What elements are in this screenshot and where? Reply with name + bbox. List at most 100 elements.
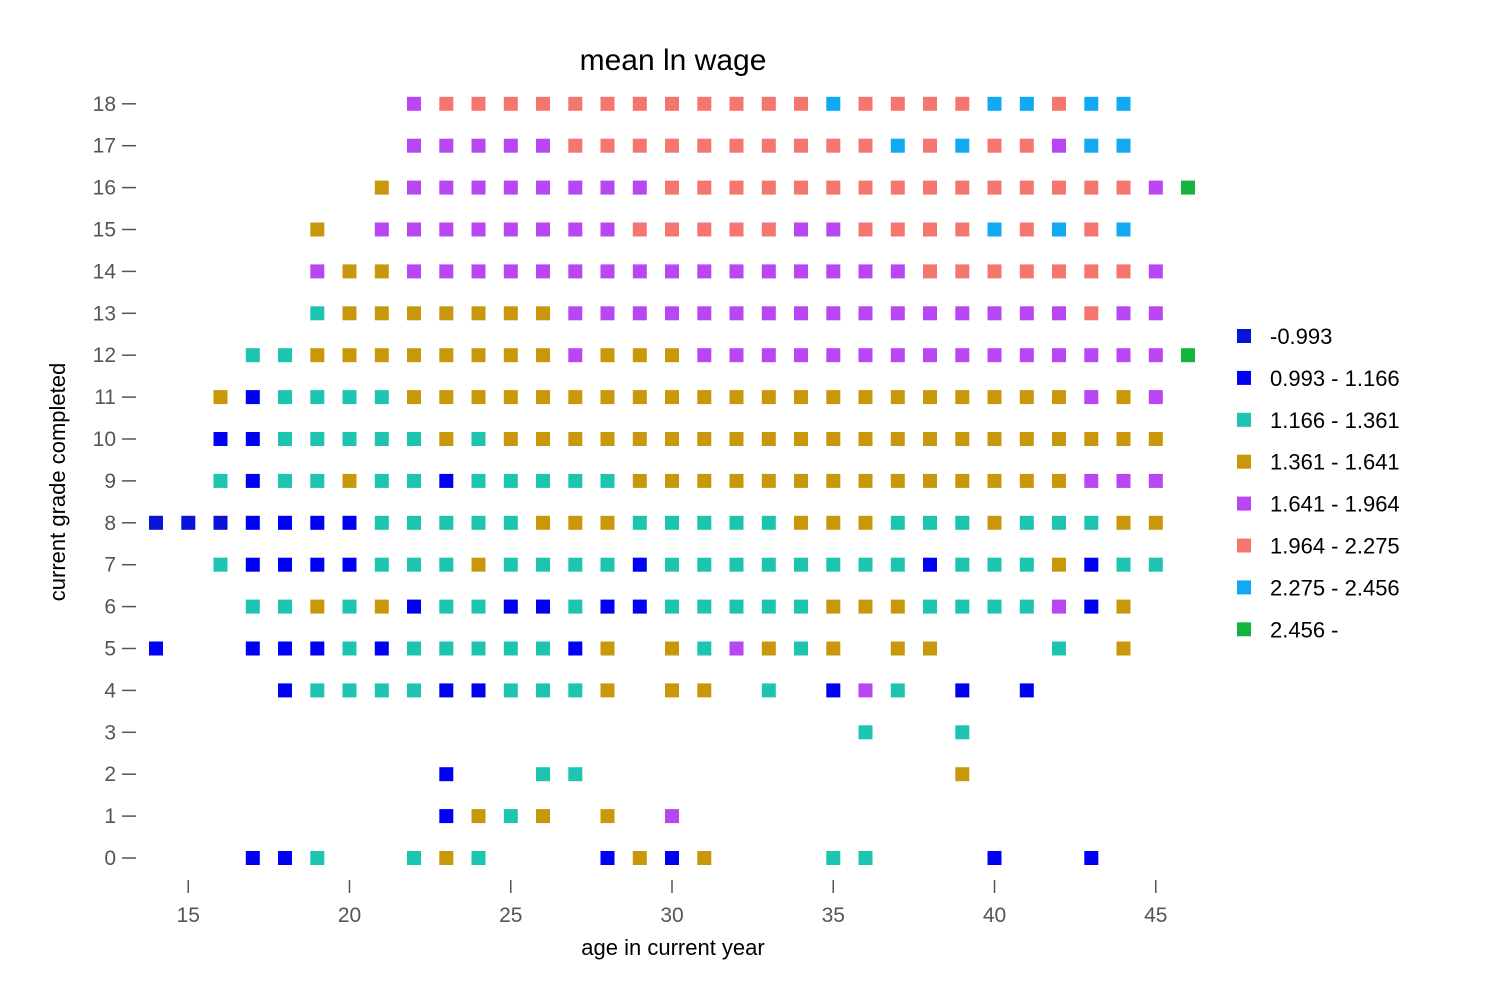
heatmap-cell xyxy=(213,557,228,572)
heatmap-cell xyxy=(1052,348,1066,363)
heatmap-cell xyxy=(1019,683,1034,698)
heatmap-cell xyxy=(1084,348,1099,363)
heatmap-cell xyxy=(1052,138,1066,153)
legend-label: 0.993 - 1.166 xyxy=(1270,366,1400,391)
heatmap-cell xyxy=(471,599,486,614)
heatmap-cell xyxy=(600,180,615,195)
heatmap-cell xyxy=(890,515,905,530)
heatmap-cell xyxy=(1052,390,1066,405)
heatmap-cell xyxy=(955,515,970,530)
y-tick-label: 12 xyxy=(93,344,116,367)
heatmap-cell xyxy=(729,432,744,446)
y-tick-label: 18 xyxy=(93,93,116,116)
heatmap-cell xyxy=(310,599,325,614)
heatmap-cell xyxy=(1116,473,1131,488)
heatmap-cell xyxy=(568,641,583,656)
heatmap-cell xyxy=(342,264,357,279)
heatmap-cell xyxy=(955,264,970,279)
heatmap-cell xyxy=(1052,180,1066,195)
y-tick-label: 14 xyxy=(93,260,117,283)
heatmap-cell xyxy=(858,348,873,363)
heatmap-cell xyxy=(923,641,937,656)
heatmap-cell xyxy=(729,348,744,363)
heatmap-cell xyxy=(374,557,389,572)
heatmap-cell xyxy=(761,641,776,656)
heatmap-cell xyxy=(600,432,615,446)
heatmap-cell xyxy=(213,515,228,530)
heatmap-cell xyxy=(374,180,389,195)
heatmap-cell xyxy=(407,180,421,195)
heatmap-cell xyxy=(1052,306,1066,321)
heatmap-cell xyxy=(987,473,1002,488)
x-tick-label: 40 xyxy=(983,904,1006,927)
heatmap-cell xyxy=(503,557,518,572)
heatmap-cell xyxy=(245,599,260,614)
heatmap-cell xyxy=(761,222,776,237)
y-tick-label: 17 xyxy=(93,135,116,158)
heatmap-cell xyxy=(1116,641,1131,656)
heatmap-cell xyxy=(1181,180,1195,195)
heatmap-cell xyxy=(1084,180,1099,195)
heatmap-cell xyxy=(245,641,260,656)
heatmap-cell xyxy=(923,599,937,614)
x-tick-label: 25 xyxy=(499,904,522,927)
heatmap-cell xyxy=(987,515,1002,530)
heatmap-cell xyxy=(890,138,905,153)
x-tick-label: 45 xyxy=(1144,904,1167,927)
heatmap-cell xyxy=(923,96,937,111)
heatmap-cell xyxy=(503,641,518,656)
heatmap-cell xyxy=(568,222,583,237)
heatmap-cell xyxy=(503,138,518,153)
heatmap-cell xyxy=(858,138,873,153)
heatmap-cell xyxy=(278,641,292,656)
heatmap-cell xyxy=(1084,264,1099,279)
heatmap-cell xyxy=(439,599,454,614)
heatmap-cell xyxy=(890,180,905,195)
heatmap-cell xyxy=(471,348,486,363)
legend-label: 1.361 - 1.641 xyxy=(1270,450,1400,475)
heatmap-cell xyxy=(955,473,970,488)
heatmap-cell xyxy=(826,683,841,698)
heatmap-cell xyxy=(987,432,1002,446)
heatmap-cell xyxy=(471,306,486,321)
heatmap-cell xyxy=(407,390,421,405)
heatmap-cell xyxy=(794,432,808,446)
heatmap-cell xyxy=(342,390,357,405)
heatmap-cell xyxy=(632,180,647,195)
heatmap-cell xyxy=(826,390,841,405)
heatmap-cell xyxy=(439,767,454,782)
y-tick-label: 2 xyxy=(104,763,116,786)
heatmap-cell xyxy=(149,515,163,530)
heatmap-cell xyxy=(536,390,550,405)
heatmap-cell xyxy=(890,473,905,488)
y-tick-label: 9 xyxy=(104,470,116,493)
heatmap-cell xyxy=(310,683,325,698)
heatmap-cell xyxy=(310,473,325,488)
heatmap-cell xyxy=(826,599,841,614)
heatmap-cell xyxy=(826,348,841,363)
heatmap-cell xyxy=(600,390,615,405)
heatmap-cell xyxy=(245,432,260,446)
heatmap-cell xyxy=(503,473,518,488)
legend-swatch xyxy=(1237,496,1251,511)
heatmap-cell xyxy=(729,138,744,153)
heatmap-cell xyxy=(1148,515,1163,530)
y-tick-label: 10 xyxy=(93,428,116,451)
heatmap-cell xyxy=(729,599,744,614)
legend-label: 2.456 - xyxy=(1270,617,1339,642)
heatmap-cell xyxy=(697,851,712,865)
legend-swatch xyxy=(1237,538,1251,553)
heatmap-cell xyxy=(1116,515,1131,530)
legend: -0.993 0.993 - 1.166 1.166 - 1.361 1.361 - … xyxy=(1237,324,1400,642)
heatmap-cell xyxy=(826,222,841,237)
heatmap-cell xyxy=(1019,599,1034,614)
heatmap-cell xyxy=(536,306,550,321)
heatmap-cell xyxy=(536,96,550,111)
heatmap-cell xyxy=(858,432,873,446)
heatmap-cell xyxy=(761,96,776,111)
heatmap-cell xyxy=(213,432,228,446)
legend-label: 1.964 - 2.275 xyxy=(1270,534,1400,559)
heatmap-cell xyxy=(471,557,486,572)
heatmap-cell xyxy=(890,432,905,446)
y-tick-label: 15 xyxy=(93,219,116,242)
